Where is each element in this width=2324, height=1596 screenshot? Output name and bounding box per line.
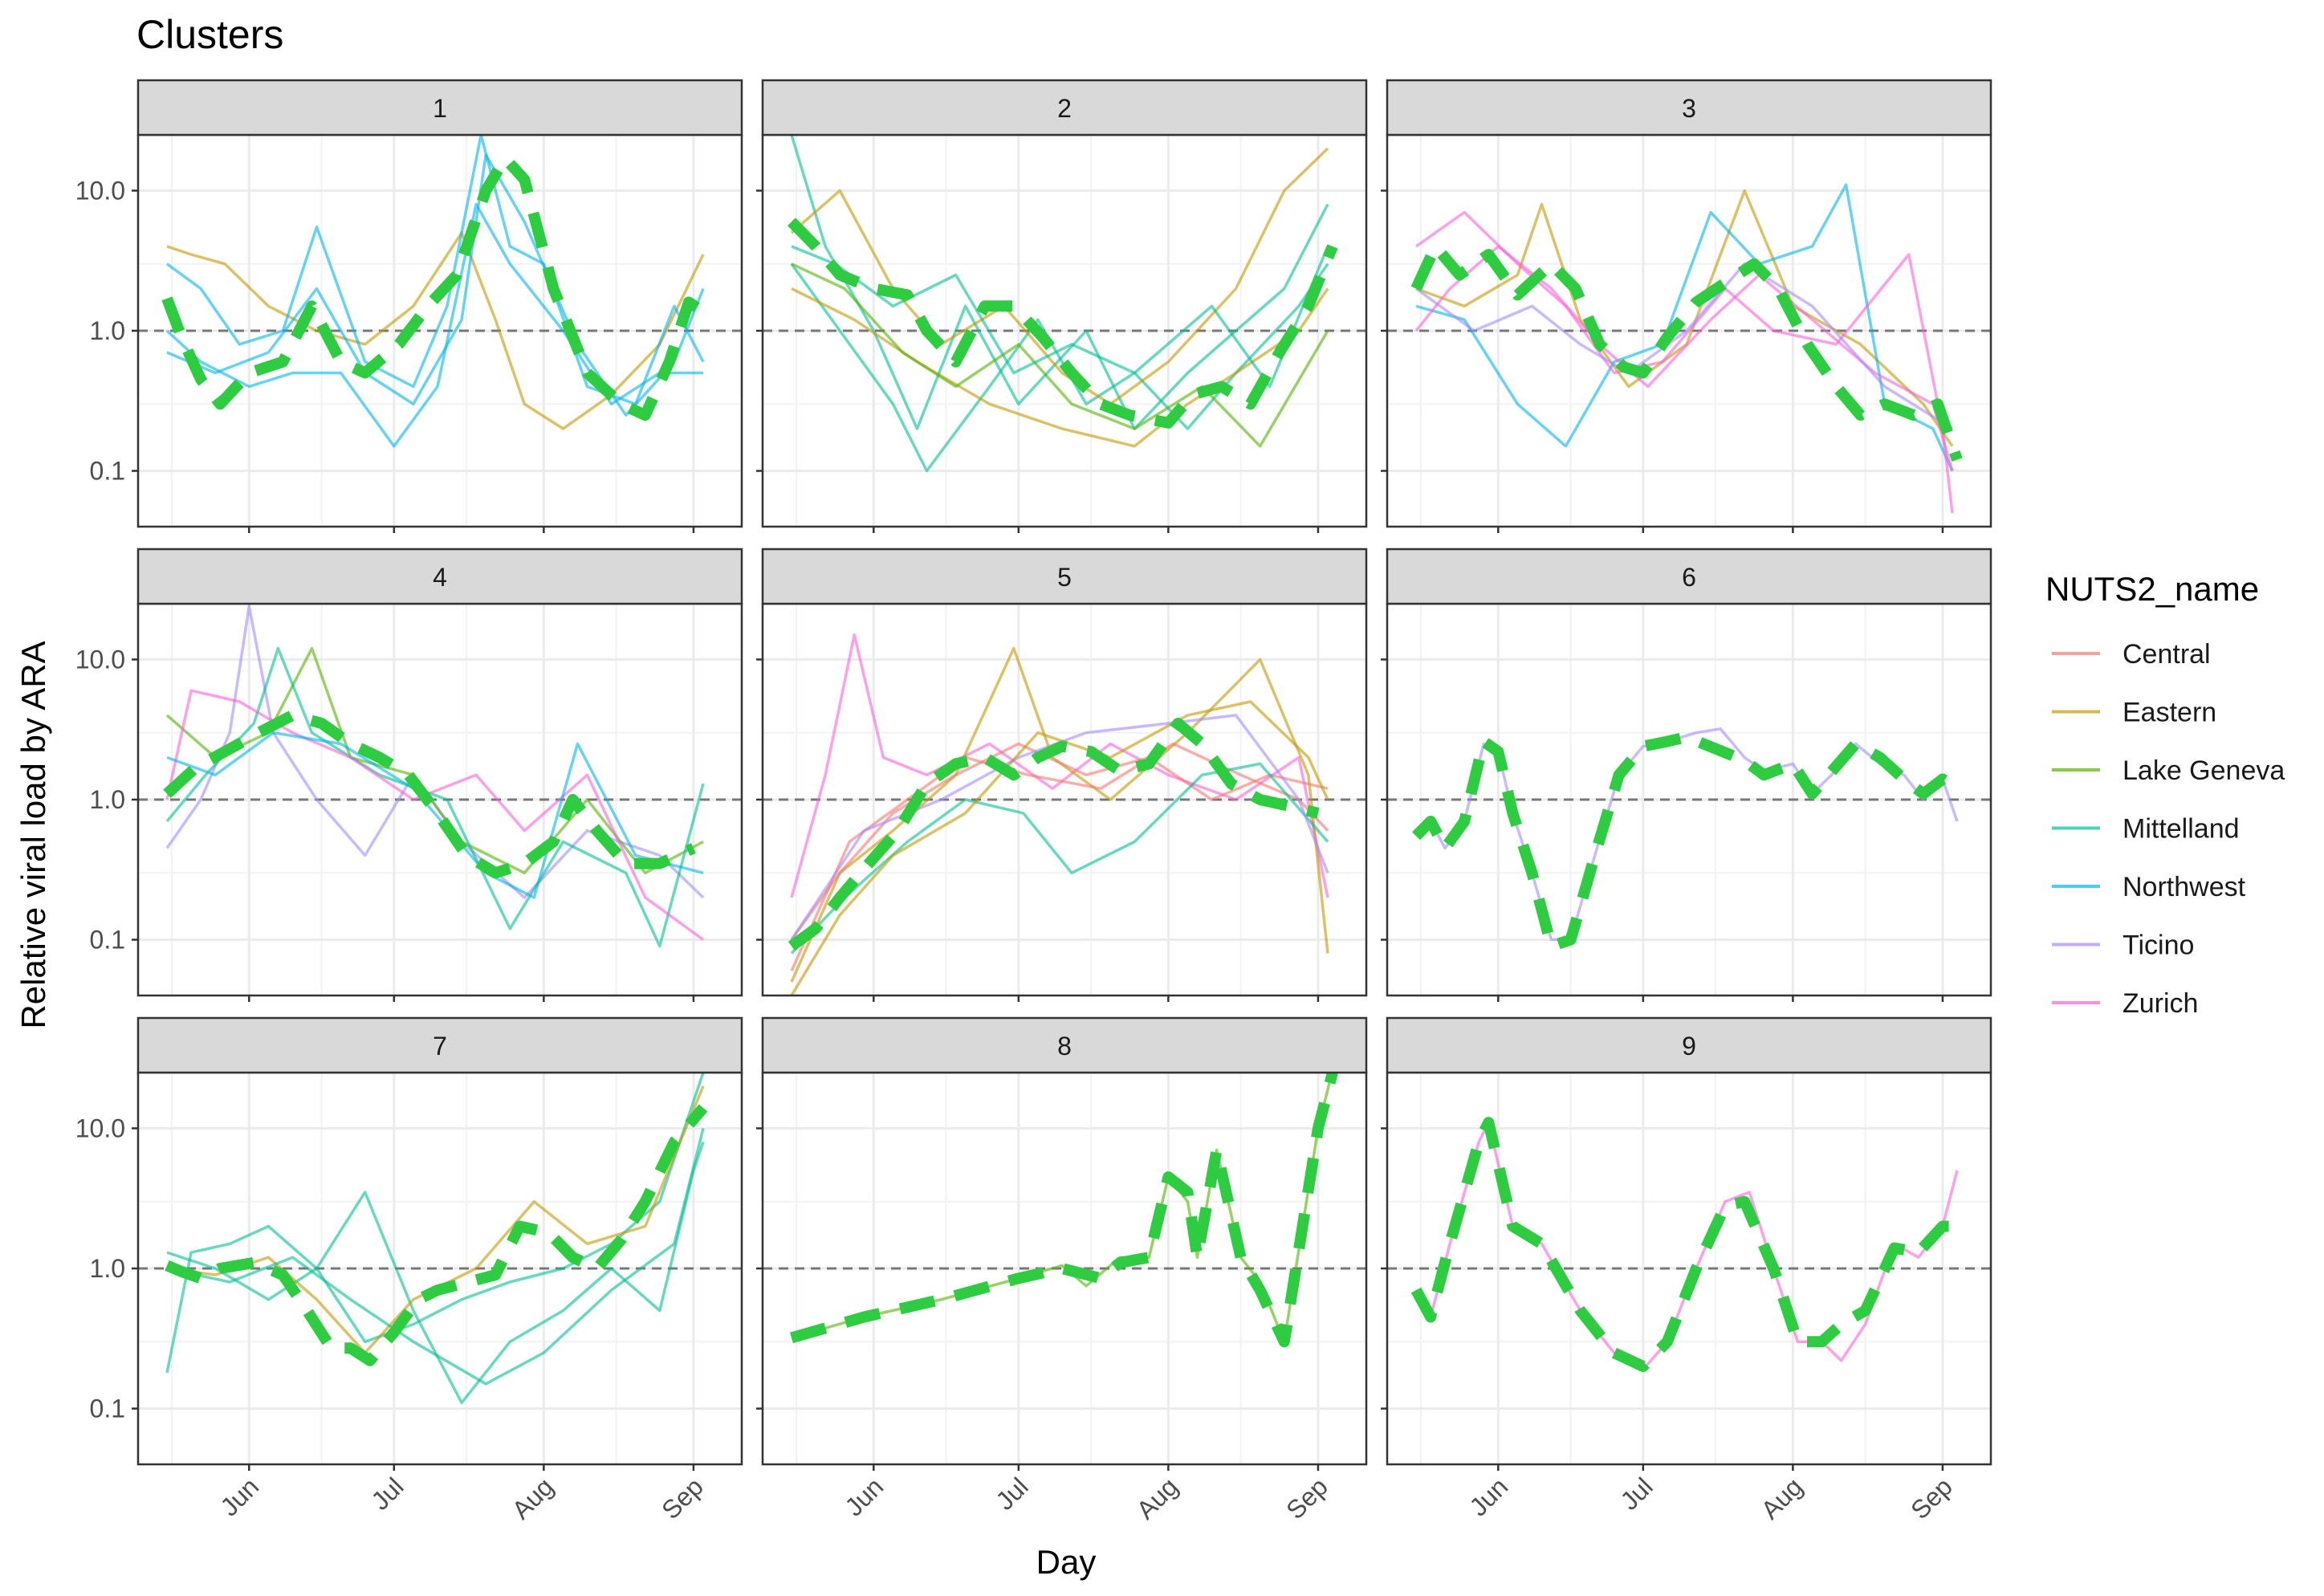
panel-strip	[761, 548, 1368, 605]
series-line-northwest	[166, 153, 705, 417]
y-tick-label: 10.0	[75, 645, 125, 674]
legend: NUTS2_name Central Eastern Lake Geneva Mitt…	[2045, 570, 2285, 1019]
series-line-mittelland	[791, 245, 1329, 389]
centroid-line	[788, 718, 1320, 951]
chart-title: Clusters	[136, 12, 283, 57]
series-line-eastern	[790, 646, 1329, 983]
y-tick-label: 1.0	[90, 316, 125, 345]
legend-label: Lake Geneva	[2123, 755, 2285, 786]
legend-title: NUTS2_name	[2045, 570, 2259, 608]
panel-strip-label: 2	[1057, 94, 1072, 123]
panel-3: 3	[1381, 79, 1992, 533]
y-tick-label: 0.1	[90, 1394, 125, 1423]
panel-strip-label: 7	[433, 1032, 447, 1061]
centroid-line	[161, 153, 711, 421]
series-line-eastern	[790, 147, 1329, 406]
y-tick-label: 1.0	[90, 1254, 125, 1283]
series-line-mittelland	[790, 263, 1329, 473]
panel-4: 4 0.1 1.0 10.0	[75, 548, 743, 1002]
series-line-eastern	[166, 231, 705, 430]
panel-strip	[1386, 1016, 1992, 1074]
panel-strip	[761, 1016, 1368, 1074]
y-tick-label: 0.1	[90, 926, 125, 955]
legend-label: Eastern	[2123, 698, 2216, 728]
panel-strip-label: 6	[1682, 563, 1696, 592]
series-line-ticino	[790, 714, 1329, 941]
series-line-lake-geneva	[791, 263, 1329, 448]
y-tick-label: 10.0	[75, 1114, 125, 1142]
series-line-northwest	[165, 202, 703, 448]
panel-strip-label: 5	[1057, 563, 1072, 592]
centroid-line	[1412, 731, 1960, 952]
series-line-zurich	[790, 633, 1329, 898]
panel-strip	[761, 79, 1368, 136]
panel-strip	[136, 79, 743, 136]
panel-strip-label: 4	[433, 563, 447, 592]
series-line-central	[790, 742, 1329, 972]
panel-strip	[136, 1016, 743, 1074]
panel-2: 2	[756, 79, 1368, 533]
centroid-line	[790, 1071, 1338, 1348]
series-line-central	[790, 742, 1329, 941]
y-tick-label: 10.0	[75, 176, 125, 205]
y-tick-label: 1.0	[90, 785, 125, 814]
panel-strip	[1386, 79, 1992, 136]
y-tick-label: 0.1	[90, 457, 125, 486]
series-line-eastern	[790, 700, 1329, 996]
panel-strip-label: 3	[1682, 94, 1696, 123]
panel-strip	[1386, 548, 1992, 605]
centroid-line	[163, 709, 696, 879]
panel-6: 6	[1381, 548, 1992, 1002]
series-line-mittelland	[790, 762, 1329, 955]
series-line-mittelland	[790, 134, 1329, 430]
centroid-line	[788, 218, 1338, 429]
series-line-mittelland	[166, 1141, 705, 1405]
legend-label: Northwest	[2123, 872, 2246, 902]
centroid-line	[165, 1104, 708, 1366]
centroid-line	[1410, 1117, 1957, 1372]
x-axis-title: Day	[1036, 1543, 1097, 1581]
panel-1: 1 0.1 1.0 10.0	[75, 79, 743, 533]
panels-layer: 10.11.010.02 340.11.010.05 670.11.010.0Jun…	[75, 79, 1992, 1525]
legend-label: Mittelland	[2123, 814, 2240, 845]
panel-strip-label: 9	[1682, 1032, 1696, 1061]
panel-strip-label: 1	[433, 94, 447, 123]
series-line-mittelland	[166, 1128, 705, 1386]
y-axis-title: Relative viral load by ARA	[14, 641, 52, 1028]
centroid-line	[1410, 240, 1963, 462]
panel-5: 5	[756, 548, 1368, 1002]
series-line-eastern	[791, 287, 1329, 448]
legend-entries: Central Eastern Lake Geneva Mittelland North…	[2052, 639, 2285, 1019]
legend-label: Ticino	[2123, 930, 2194, 961]
legend-label: Central	[2123, 639, 2211, 670]
series-line-ticino	[1414, 262, 1953, 430]
series-line-eastern	[1415, 189, 1954, 447]
series-line-zurich	[165, 689, 705, 941]
legend-label: Zurich	[2123, 988, 2198, 1019]
panel-strip	[136, 548, 743, 605]
series-line-ticino	[165, 605, 705, 899]
panel-strip-label: 8	[1057, 1032, 1072, 1061]
